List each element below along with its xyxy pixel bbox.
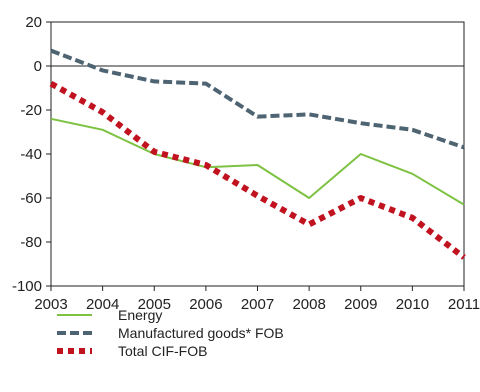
y-tick-label: -40 bbox=[20, 146, 42, 163]
series-line-1 bbox=[50, 117, 465, 206]
x-tick-label: 2007 bbox=[241, 296, 274, 313]
y-tick-label: -60 bbox=[20, 190, 42, 207]
series-line-2 bbox=[50, 48, 465, 150]
legend-label: Total CIF-FOB bbox=[118, 343, 207, 359]
y-tick-label: -100 bbox=[12, 278, 42, 295]
y-tick-label: -20 bbox=[20, 102, 42, 119]
y-tick-label: 20 bbox=[25, 14, 42, 31]
x-tick-label: 2005 bbox=[138, 296, 171, 313]
x-axis: 2003 2004 2005 2006 2007 2008 2009 2010 2011 bbox=[34, 286, 480, 313]
y-tick-label: -80 bbox=[20, 234, 42, 251]
x-tick-label: 2010 bbox=[396, 296, 429, 313]
x-tick-label: 2009 bbox=[344, 296, 377, 313]
legend-label: Manufactured goods* FOB bbox=[118, 325, 284, 341]
series-line-3 bbox=[49, 80, 466, 260]
x-tick-label: 2003 bbox=[34, 296, 67, 313]
y-axis: 20 0 -20 -40 -60 -80 -100 bbox=[12, 14, 51, 295]
legend: Energy Manufactured goods* FOB Total CIF-F… bbox=[57, 307, 284, 359]
legend-label: Energy bbox=[118, 307, 162, 323]
plot-frame bbox=[50, 21, 465, 287]
x-tick-label: 2004 bbox=[86, 296, 119, 313]
y-tick-label: 0 bbox=[34, 58, 42, 75]
x-tick-label: 2011 bbox=[448, 296, 480, 313]
x-tick-label: 2006 bbox=[189, 296, 222, 313]
series-layer bbox=[49, 48, 466, 260]
x-tick-label: 2008 bbox=[292, 296, 325, 313]
